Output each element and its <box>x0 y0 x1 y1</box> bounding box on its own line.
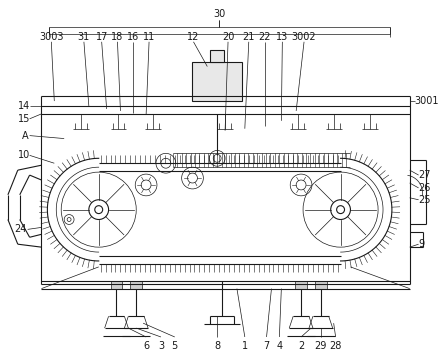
Text: 1: 1 <box>242 341 248 351</box>
Text: 25: 25 <box>419 195 431 205</box>
Text: 7: 7 <box>264 341 270 351</box>
Text: 30: 30 <box>213 9 225 19</box>
Text: 12: 12 <box>187 32 200 42</box>
Bar <box>130 281 142 289</box>
Text: 14: 14 <box>18 101 30 111</box>
Text: 2: 2 <box>298 341 304 351</box>
Bar <box>315 281 327 289</box>
Text: 3: 3 <box>158 341 164 351</box>
Text: 26: 26 <box>419 183 431 193</box>
Bar <box>193 62 242 101</box>
Text: 20: 20 <box>222 32 234 42</box>
Text: 5: 5 <box>171 341 178 351</box>
Text: 3001: 3001 <box>415 96 439 106</box>
Text: 22: 22 <box>258 32 271 42</box>
Text: 28: 28 <box>330 341 342 351</box>
Bar <box>111 281 122 289</box>
Bar <box>295 281 307 289</box>
Text: 10: 10 <box>18 150 30 160</box>
Text: 15: 15 <box>18 114 30 124</box>
Text: 3002: 3002 <box>292 32 316 42</box>
Text: 27: 27 <box>419 170 431 180</box>
Text: 8: 8 <box>214 341 220 351</box>
Text: 29: 29 <box>315 341 327 351</box>
Text: 6: 6 <box>143 341 149 351</box>
Text: 4: 4 <box>276 341 283 351</box>
Text: 31: 31 <box>78 32 90 42</box>
Text: 21: 21 <box>243 32 255 42</box>
Text: 9: 9 <box>419 239 425 249</box>
Text: 17: 17 <box>96 32 108 42</box>
Text: 11: 11 <box>143 32 155 42</box>
Text: 13: 13 <box>276 32 288 42</box>
Text: A: A <box>22 131 28 140</box>
Text: 18: 18 <box>111 32 124 42</box>
Bar <box>210 50 224 62</box>
Text: 3003: 3003 <box>39 32 64 42</box>
Text: 24: 24 <box>14 224 26 234</box>
Text: 16: 16 <box>127 32 140 42</box>
